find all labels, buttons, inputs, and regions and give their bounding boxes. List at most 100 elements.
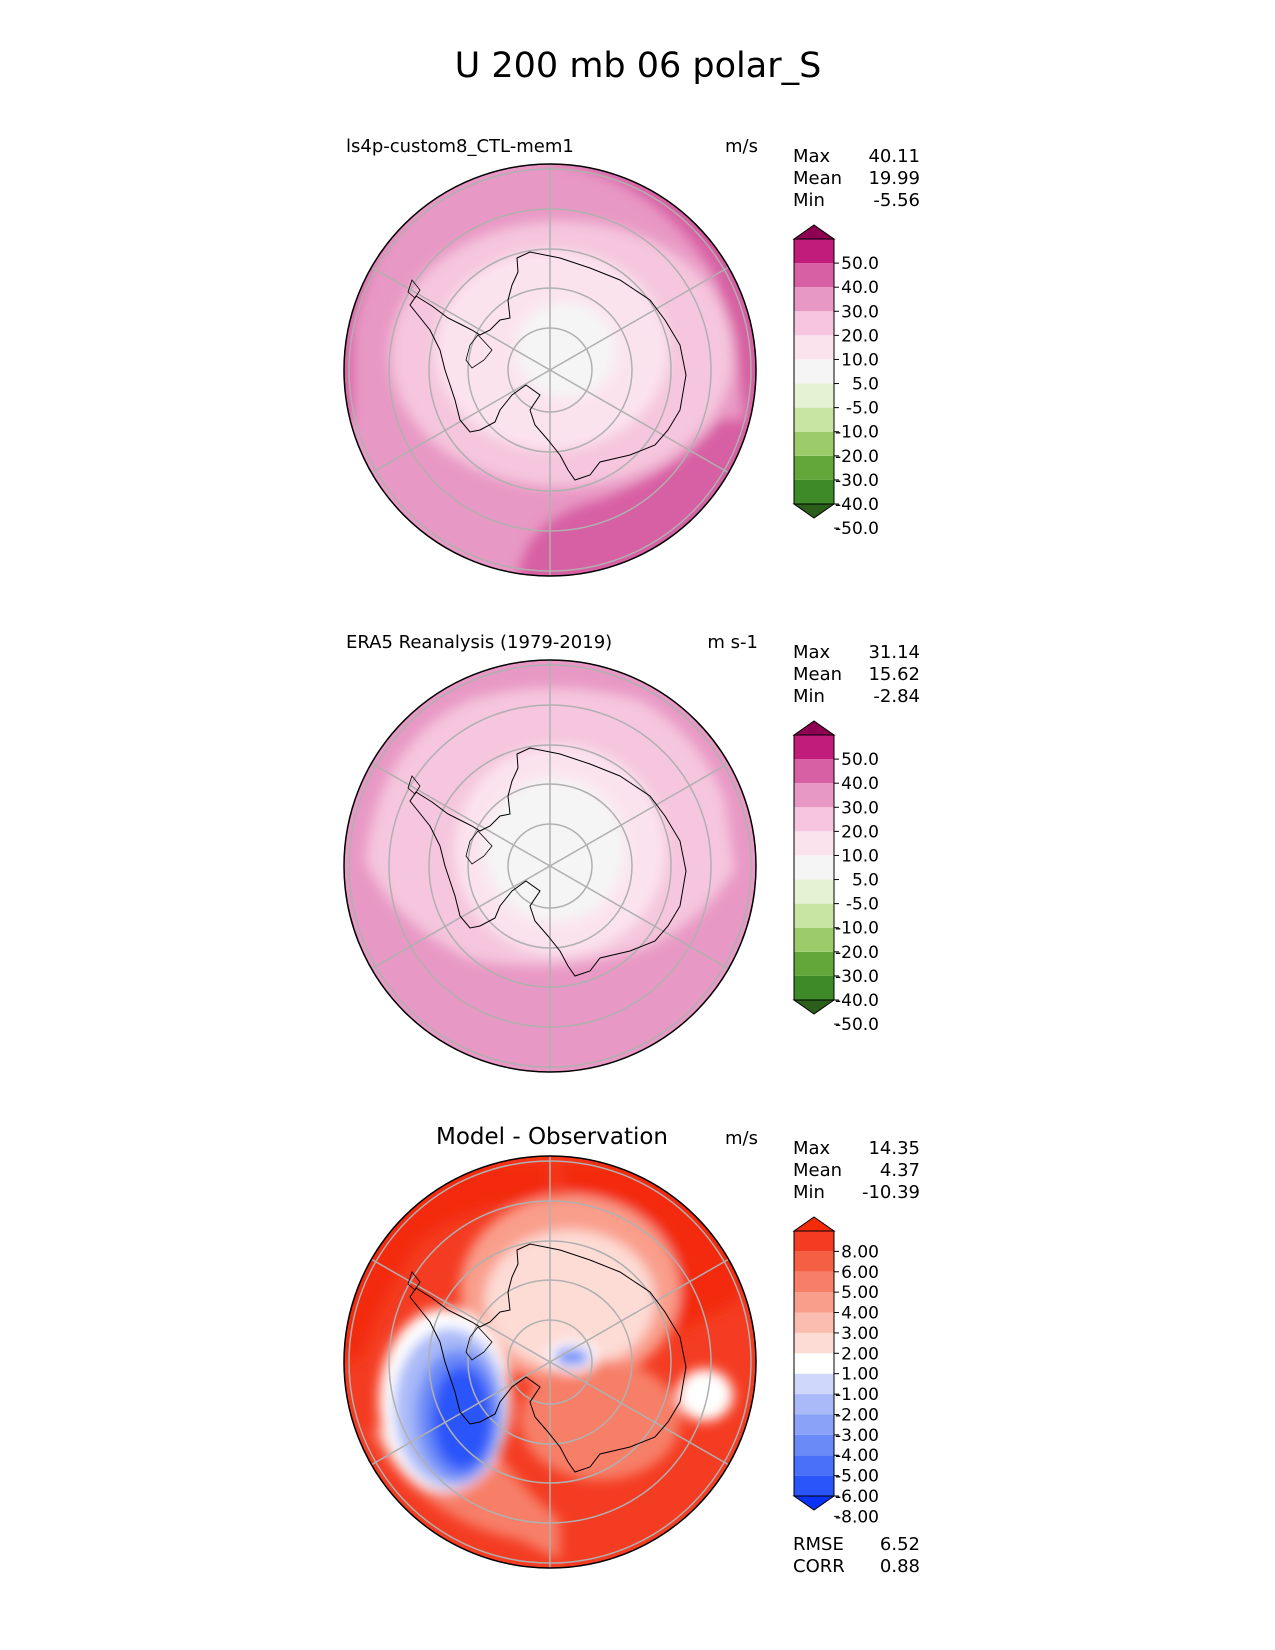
stat-value: -2.84 — [873, 686, 920, 707]
panel-observation: ERA5 Reanalysis (1979-2019) m s-1 Max 31… — [343, 632, 920, 1073]
colorbar-segment — [794, 1455, 834, 1476]
colorbar-segment — [794, 1251, 834, 1272]
colorbar-segment — [794, 1353, 834, 1374]
stat-label: Mean — [793, 168, 842, 189]
colorbar-tick-label: -40.0 — [835, 495, 879, 515]
stat-label: Max — [793, 1138, 831, 1159]
colorbar-segment — [794, 383, 834, 408]
stat-value: 15.62 — [868, 664, 920, 685]
colorbar-segment — [794, 455, 834, 480]
colorbar-segment — [794, 1414, 834, 1435]
colorbar-segment — [794, 855, 834, 880]
colorbar-extend-max — [792, 1216, 836, 1232]
stat-label: Min — [793, 190, 825, 211]
stat-label: Max — [793, 146, 831, 167]
colorbar-segment — [794, 239, 834, 264]
colorbar-outline — [793, 238, 835, 505]
latitude-grid — [348, 164, 752, 576]
map-border — [343, 1155, 757, 1569]
colorbar-extend-max — [792, 224, 836, 240]
panel-difference: Model - Observation m/s Max 14.35 Mean 4… — [343, 1124, 920, 1577]
colorbar-tick-label: -30.0 — [835, 471, 879, 491]
colorbar-segment — [794, 903, 834, 928]
colorbar-extend-min — [792, 999, 836, 1015]
metrics-diff: RMSE 6.52 CORR 0.88 — [793, 1534, 920, 1577]
colorbar-tick-label: -3.00 — [835, 1426, 879, 1446]
colorbar-segment — [794, 807, 834, 832]
colorbar-tick-label: -40.0 — [835, 991, 879, 1011]
colorbar-tick-label: -50.0 — [835, 519, 879, 539]
colorbar-tick-label: 10.0 — [841, 350, 879, 370]
colorbar-tick-label: 5.0 — [852, 375, 879, 395]
colorbar-segment — [794, 735, 834, 760]
colorbar-segment — [794, 287, 834, 312]
colorbar-observation: 50.0 40.0 30.0 20.0 10.0 5.0 -5.0 -10.0 -20.0 -30… — [792, 720, 879, 1035]
colorbar-segment — [794, 1475, 834, 1496]
colorbar-tick-label: 30.0 — [841, 302, 879, 322]
colorbar-tick-label: 30.0 — [841, 798, 879, 818]
metric-label: CORR — [793, 1556, 845, 1577]
panel-title-diff: Model - Observation — [436, 1124, 668, 1150]
colorbar-segment — [794, 1394, 834, 1415]
colorbar-tick-label: 40.0 — [841, 278, 879, 298]
colorbar-tick-label: -5.00 — [835, 1467, 879, 1487]
colorbar-tick-label: -10.0 — [835, 919, 879, 939]
colorbar-tick-label: 50.0 — [841, 750, 879, 770]
colorbar-tick-label: -10.0 — [835, 423, 879, 443]
stat-label: Min — [793, 1182, 825, 1203]
stat-value: 14.35 — [868, 1138, 920, 1159]
colorbar-tick-label: -5.0 — [846, 895, 879, 915]
colorbar-outline — [793, 1230, 835, 1497]
colorbar-segment — [794, 831, 834, 856]
colorbar-segment — [794, 1373, 834, 1395]
colorbar-segment — [794, 1434, 834, 1456]
colorbar-segment — [794, 479, 834, 504]
colorbar-tick-label: -5.0 — [846, 399, 879, 419]
colorbar-segment — [794, 1231, 834, 1252]
colorbar-tick-label: 5.00 — [841, 1283, 879, 1303]
colorbar-tick-label: -50.0 — [835, 1015, 879, 1035]
latitude-grid — [348, 660, 752, 1072]
stat-label: Max — [793, 642, 831, 663]
metric-label: RMSE — [793, 1534, 844, 1555]
stats-obs: Max 31.14 Mean 15.62 Min -2.84 — [793, 642, 920, 707]
colorbar-extend-min — [792, 503, 836, 519]
colorbar-tick-label: 40.0 — [841, 774, 879, 794]
colorbar-segment — [794, 927, 834, 952]
polar-map-model — [344, 164, 756, 576]
stat-value: -5.56 — [873, 190, 920, 211]
colorbar-tick-label: 1.00 — [841, 1365, 879, 1385]
colorbar-tick-label: 20.0 — [841, 822, 879, 842]
panel-units-model: m/s — [725, 136, 758, 157]
panel-model: ls4p-custom8_CTL-mem1 m/s Max 40.11 Mean… — [343, 136, 920, 577]
colorbar-extend-min — [792, 1495, 836, 1511]
panel-title-model: ls4p-custom8_CTL-mem1 — [346, 136, 574, 157]
antarctica-coastline — [407, 747, 687, 977]
colorbar-tick-label: 20.0 — [841, 326, 879, 346]
panel-units-obs: m s-1 — [707, 632, 758, 653]
colorbar-segment — [794, 759, 834, 784]
colorbar-segment — [794, 407, 834, 432]
colorbar-tick-label: -8.00 — [835, 1507, 879, 1527]
colorbar-segment — [794, 1332, 834, 1354]
colorbar-segment — [794, 1292, 834, 1313]
panel-title-obs: ERA5 Reanalysis (1979-2019) — [346, 632, 612, 653]
colorbar-tick-label: -20.0 — [835, 447, 879, 467]
colorbar-tick-label: -1.00 — [835, 1385, 879, 1405]
stat-value: 19.99 — [868, 168, 920, 189]
colorbar-outline — [793, 734, 835, 1001]
colorbar-segment — [794, 359, 834, 384]
antarctica-coastline — [407, 251, 687, 481]
metric-value: 0.88 — [880, 1556, 920, 1577]
colorbar-tick-label: 4.00 — [841, 1304, 879, 1324]
colorbar-segment — [794, 975, 834, 1000]
map-border — [343, 659, 757, 1073]
colorbar-tick-label: -20.0 — [835, 943, 879, 963]
colorbar-segment — [794, 431, 834, 456]
stat-label: Mean — [793, 664, 842, 685]
colorbar-difference: 8.006.005.004.003.002.001.00-1.00-2.00-3… — [792, 1216, 879, 1527]
stat-value: -10.39 — [862, 1182, 920, 1203]
stat-value: 40.11 — [868, 146, 920, 167]
colorbar-model: 50.0 40.0 30.0 20.0 10.0 5.0 -5.0 -10.0 -20.0 -30… — [792, 224, 879, 539]
